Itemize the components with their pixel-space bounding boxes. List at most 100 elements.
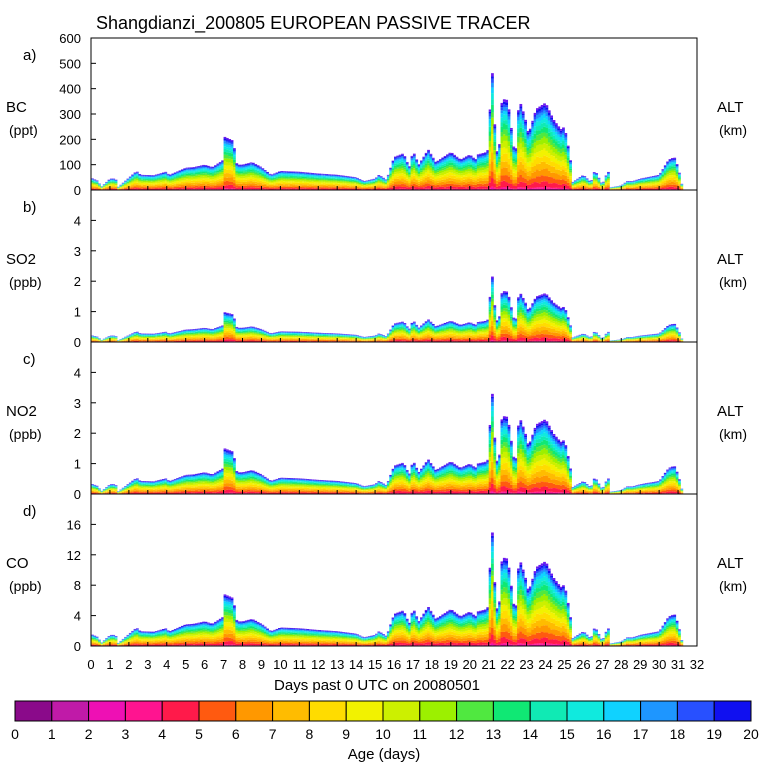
- age-band-segment: [382, 189, 385, 190]
- age-band-segment: [264, 182, 267, 184]
- age-band-segment: [174, 174, 177, 175]
- age-band-segment: [657, 178, 660, 179]
- age-band-segment: [344, 179, 347, 180]
- age-band-segment: [96, 188, 99, 189]
- age-band-segment: [115, 186, 118, 187]
- age-band-segment: [212, 173, 215, 174]
- age-band-segment: [425, 181, 428, 183]
- age-band-segment: [474, 189, 477, 190]
- age-band-segment: [138, 178, 141, 179]
- age-band-segment: [519, 112, 522, 115]
- age-band-segment: [351, 182, 354, 183]
- age-band-segment: [557, 170, 560, 174]
- age-band-segment: [129, 180, 132, 181]
- age-band-segment: [209, 174, 212, 175]
- age-band-segment: [389, 173, 392, 174]
- age-band-segment: [503, 187, 506, 188]
- age-band-segment: [212, 171, 215, 172]
- age-band-segment: [562, 135, 565, 138]
- age-band-segment: [595, 178, 598, 179]
- age-band-segment: [93, 187, 96, 188]
- age-band-segment: [354, 184, 357, 185]
- age-band-segment: [259, 169, 262, 170]
- age-band-segment: [292, 177, 295, 178]
- age-band-segment: [309, 185, 312, 187]
- age-band-segment: [643, 183, 646, 184]
- age-band-segment: [250, 163, 253, 164]
- age-band-segment: [195, 169, 198, 170]
- age-band-segment: [186, 181, 189, 182]
- age-band-segment: [536, 122, 539, 127]
- age-band-segment: [659, 178, 662, 179]
- age-band-segment: [344, 177, 347, 178]
- age-band-segment: [375, 183, 378, 184]
- age-band-segment: [489, 132, 492, 136]
- age-band-segment: [474, 166, 477, 168]
- age-band-segment: [224, 149, 227, 152]
- age-band-segment: [399, 163, 402, 164]
- age-band-segment: [358, 183, 361, 184]
- age-band-segment: [155, 182, 158, 183]
- age-band-segment: [344, 177, 347, 178]
- age-band-segment: [235, 163, 238, 164]
- age-band-segment: [323, 178, 326, 179]
- age-band-segment: [226, 173, 229, 178]
- age-band-segment: [207, 175, 210, 177]
- age-band-segment: [214, 172, 217, 173]
- age-band-segment: [432, 160, 435, 162]
- age-band-segment: [595, 184, 598, 185]
- age-band-segment: [238, 180, 241, 182]
- age-band-segment: [127, 182, 130, 183]
- age-band-segment: [678, 183, 681, 184]
- age-band-segment: [451, 167, 454, 170]
- age-band-segment: [527, 155, 530, 158]
- age-band-segment: [344, 181, 347, 182]
- age-band-segment: [250, 173, 253, 175]
- age-band-segment: [108, 181, 111, 182]
- age-band-segment: [216, 164, 219, 165]
- age-band-segment: [131, 185, 134, 186]
- age-band-segment: [295, 188, 298, 189]
- age-band-segment: [143, 177, 146, 178]
- age-band-segment: [306, 187, 309, 188]
- age-band-segment: [448, 172, 451, 175]
- age-band-segment: [486, 163, 489, 166]
- age-band-segment: [467, 163, 470, 165]
- age-band-segment: [207, 168, 210, 169]
- age-band-segment: [269, 184, 272, 185]
- age-band-segment: [588, 184, 591, 185]
- age-band-segment: [311, 175, 314, 176]
- age-band-segment: [299, 172, 302, 173]
- age-band-segment: [259, 174, 262, 175]
- age-band-segment: [673, 167, 676, 169]
- age-band-segment: [631, 184, 634, 185]
- age-band-segment: [441, 177, 444, 180]
- age-band-segment: [527, 144, 530, 147]
- age-band-segment: [456, 172, 459, 175]
- age-band-segment: [486, 154, 489, 156]
- age-band-segment: [401, 178, 404, 181]
- age-band-segment: [153, 177, 156, 178]
- age-band-segment: [356, 179, 359, 180]
- age-band-segment: [576, 188, 579, 189]
- age-band-segment: [200, 179, 203, 181]
- age-band-segment: [479, 184, 482, 187]
- age-band-segment: [115, 183, 118, 184]
- age-band-segment: [252, 164, 255, 165]
- age-band-segment: [330, 189, 333, 190]
- age-band-segment: [287, 180, 290, 181]
- age-band-segment: [635, 185, 638, 186]
- age-band-segment: [257, 177, 260, 179]
- age-band-segment: [496, 184, 499, 187]
- age-band-segment: [536, 152, 539, 156]
- age-band-segment: [640, 181, 643, 182]
- age-band-segment: [593, 180, 596, 181]
- age-band-segment: [427, 169, 430, 171]
- age-band-segment: [546, 176, 549, 181]
- age-band-segment: [131, 180, 134, 181]
- age-band-segment: [593, 182, 596, 183]
- age-band-segment: [349, 188, 352, 189]
- age-band-segment: [590, 187, 593, 188]
- age-band-segment: [271, 178, 274, 179]
- age-band-segment: [671, 167, 674, 169]
